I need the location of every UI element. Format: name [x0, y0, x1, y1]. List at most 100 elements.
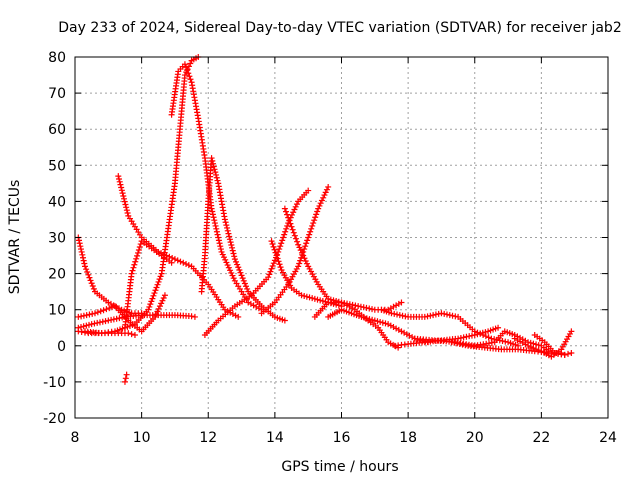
- data-point-marker: [269, 262, 276, 269]
- data-point-marker: [158, 300, 165, 307]
- chart-title: Day 233 of 2024, Sidereal Day-to-day VTE…: [58, 20, 621, 36]
- data-point-marker: [89, 283, 96, 290]
- data-point-marker: [452, 313, 459, 320]
- data-point-marker: [290, 209, 297, 216]
- data-point-marker: [309, 295, 316, 302]
- data-point-marker: [86, 274, 93, 281]
- data-point-marker: [231, 256, 238, 263]
- data-point-marker: [335, 298, 342, 305]
- data-point-marker: [75, 313, 82, 320]
- y-tick-label: -20: [43, 411, 66, 427]
- data-point-marker: [209, 208, 216, 215]
- data-point-marker: [471, 331, 478, 338]
- data-point-marker: [499, 337, 506, 344]
- y-tick-label: 50: [48, 158, 66, 174]
- data-point-marker: [83, 322, 90, 329]
- data-point-marker: [396, 312, 403, 319]
- data-point-marker: [313, 211, 320, 218]
- data-point-marker: [174, 257, 181, 264]
- data-point-marker: [155, 278, 162, 285]
- data-point-marker: [181, 72, 188, 79]
- data-point-marker: [225, 230, 232, 237]
- data-point-marker: [118, 184, 125, 191]
- data-point-marker: [210, 160, 217, 167]
- data-point-marker: [282, 208, 289, 215]
- data-point-marker: [306, 294, 313, 301]
- data-point-marker: [180, 259, 187, 266]
- data-point-marker: [187, 76, 194, 83]
- data-point-marker: [474, 331, 481, 338]
- data-point-marker: [220, 254, 227, 261]
- data-point-marker: [463, 333, 470, 340]
- data-point-marker: [301, 246, 308, 253]
- data-point-marker: [88, 280, 95, 287]
- data-point-marker: [208, 155, 215, 162]
- data-point-marker: [153, 284, 160, 291]
- data-point-marker: [234, 261, 241, 268]
- data-point-marker: [295, 263, 302, 270]
- data-point-marker: [479, 329, 486, 336]
- series-track-18: [391, 324, 502, 349]
- data-point-marker: [77, 243, 84, 250]
- data-point-marker: [106, 305, 113, 312]
- y-tick-label: 10: [48, 303, 66, 319]
- data-point-marker: [214, 177, 221, 184]
- data-point-marker: [421, 313, 428, 320]
- data-point-marker: [185, 70, 192, 77]
- data-point-marker: [424, 313, 431, 320]
- data-point-marker: [303, 260, 310, 267]
- data-point-marker: [293, 201, 300, 208]
- data-point-marker: [284, 211, 291, 218]
- data-point-marker: [304, 237, 311, 244]
- data-point-marker: [291, 206, 298, 213]
- data-point-marker: [281, 317, 288, 324]
- data-point-marker: [290, 229, 297, 236]
- data-point-marker: [230, 250, 237, 257]
- data-point-marker: [81, 263, 88, 270]
- data-point-marker: [495, 324, 502, 331]
- data-point-marker: [186, 73, 193, 80]
- data-point-marker: [241, 280, 248, 287]
- data-point-marker: [377, 318, 384, 325]
- data-point-marker: [183, 260, 190, 267]
- data-point-marker: [85, 271, 92, 278]
- data-point-marker: [230, 275, 237, 282]
- data-point-marker: [292, 203, 299, 210]
- data-point-marker: [105, 317, 112, 324]
- data-point-marker: [303, 293, 310, 300]
- data-point-marker: [188, 313, 195, 320]
- data-point-marker: [177, 258, 184, 265]
- data-point-marker: [157, 273, 164, 280]
- data-point-marker: [363, 304, 370, 311]
- data-point-marker: [535, 342, 542, 349]
- data-point-marker: [121, 198, 128, 205]
- data-point-marker: [229, 247, 236, 254]
- data-point-marker: [236, 266, 243, 273]
- data-point-marker: [325, 183, 332, 190]
- data-point-marker: [134, 252, 141, 259]
- data-point-marker: [102, 318, 109, 325]
- data-point-marker: [221, 216, 228, 223]
- data-point-marker: [128, 270, 135, 277]
- x-tick-label: 24: [599, 430, 617, 446]
- y-tick-label: -10: [43, 375, 66, 391]
- data-point-marker: [160, 294, 167, 301]
- data-point-marker: [181, 61, 188, 68]
- data-point-marker: [88, 321, 95, 328]
- data-point-marker: [116, 178, 123, 185]
- data-point-marker: [280, 234, 287, 241]
- data-point-marker: [502, 338, 509, 345]
- data-point-marker: [374, 318, 381, 325]
- data-point-marker: [184, 67, 191, 74]
- data-point-marker: [449, 312, 456, 319]
- data-point-marker: [213, 171, 220, 178]
- data-point-marker: [213, 174, 220, 181]
- data-point-marker: [77, 246, 84, 253]
- data-point-marker: [77, 324, 84, 331]
- data-point-marker: [303, 240, 310, 247]
- data-point-marker: [222, 219, 229, 226]
- data-point-marker: [123, 207, 130, 214]
- x-tick-label: 20: [466, 430, 484, 446]
